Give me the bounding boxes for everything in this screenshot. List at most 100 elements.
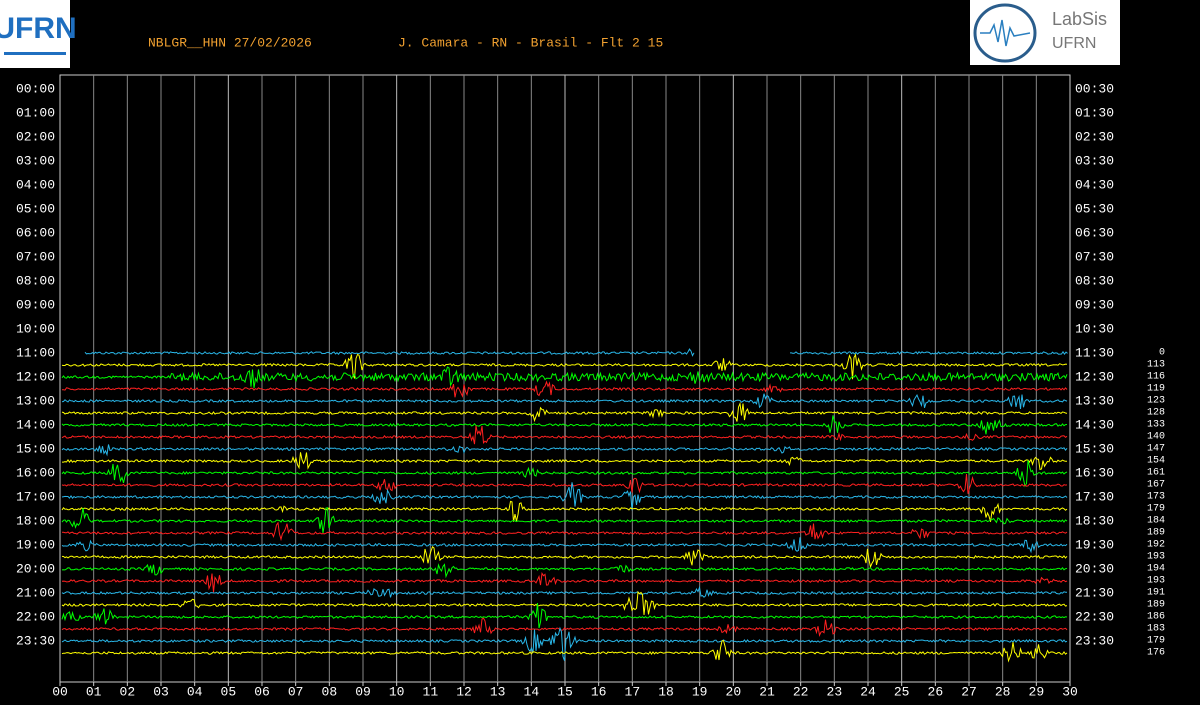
seismic-trace [61,482,1068,511]
logo-ring [973,3,1037,63]
scale-label: 133 [1147,420,1165,431]
logo-wave [980,19,1031,47]
left-time-label: 05:00 [16,201,55,216]
x-tick-label: 03 [153,684,169,699]
left-time-label: 07:00 [16,249,55,264]
logo-text: UFRN [0,12,77,45]
right-time-label: 11:30 [1075,345,1114,360]
right-time-label: 15:30 [1075,441,1114,456]
x-tick-label: 28 [995,684,1011,699]
left-time-label: 04:00 [16,177,55,192]
scale-label: 192 [1147,540,1165,551]
scale-label: 179 [1147,504,1165,515]
x-tick-label: 24 [860,684,876,699]
x-tick-label: 27 [961,684,977,699]
right-time-label: 04:30 [1075,177,1114,192]
scale-label: 154 [1147,456,1165,467]
left-time-label: 09:00 [16,297,55,312]
x-tick-label: 08 [322,684,338,699]
right-time-label: 18:30 [1075,513,1114,528]
x-tick-label: 05 [221,684,237,699]
right-time-label: 05:30 [1075,201,1114,216]
x-tick-label: 17 [625,684,641,699]
seismic-trace [61,500,1068,522]
seismic-trace [61,380,1068,398]
right-time-label: 17:30 [1075,489,1114,504]
left-time-label: 03:00 [16,153,55,168]
scale-label: 184 [1147,516,1165,527]
x-tick-label: 13 [490,684,506,699]
scale-label: 173 [1147,492,1165,503]
scale-label: 128 [1147,408,1165,419]
x-tick-label: 09 [355,684,371,699]
labsis-logo: LabSis UFRN [970,0,1120,65]
seismic-trace [790,350,1068,355]
x-tick-label: 21 [759,684,775,699]
scale-label: 167 [1147,480,1165,491]
seismic-trace [61,585,1067,598]
seismic-trace [62,452,1067,471]
station-title: NBLGR__HHN 27/02/2026 [148,35,312,50]
left-time-label: 11:00 [16,345,55,360]
x-tick-label: 26 [928,684,944,699]
scale-label: 140 [1147,432,1165,443]
x-tick-label: 20 [726,684,742,699]
seismic-trace [61,393,1068,409]
seismic-trace [61,563,1068,579]
x-tick-label: 22 [793,684,809,699]
seismic-trace [61,425,1068,445]
scale-label: 119 [1147,384,1165,395]
seismic-trace [61,474,1068,494]
scale-label: 191 [1147,588,1165,599]
scale-label: 176 [1147,648,1165,659]
seismic-trace [61,537,1068,554]
ufrn-logo: UFRN [0,0,77,68]
right-time-label: 02:30 [1075,129,1114,144]
x-tick-label: 00 [52,684,68,699]
seismic-trace [61,617,1068,638]
right-time-label: 19:30 [1075,537,1114,552]
x-tick-label: 02 [120,684,136,699]
x-tick-label: 15 [557,684,573,699]
seismic-trace [61,415,1068,435]
x-tick-label: 11 [423,684,439,699]
right-time-label: 23:30 [1075,633,1114,648]
scale-label: 179 [1147,636,1165,647]
seismic-trace [61,640,1068,663]
x-tick-label: 10 [389,684,405,699]
scale-label: 193 [1147,552,1165,563]
left-time-label: 21:00 [16,585,55,600]
scale-label: 161 [1147,468,1165,479]
scale-label: 186 [1147,612,1165,623]
seismic-trace [61,401,1068,423]
seismic-trace [61,353,1068,380]
left-time-label: 10:00 [16,321,55,336]
logo-box [0,0,70,68]
scale-label: 116 [1147,372,1165,383]
left-time-label: 00:00 [16,81,55,96]
scale-label: 183 [1147,624,1165,635]
scale-label: 0 [1159,348,1165,359]
scale-label: 123 [1147,396,1165,407]
left-time-label: 02:00 [16,129,55,144]
scale-label: 194 [1147,564,1165,575]
right-time-label: 08:30 [1075,273,1114,288]
left-time-label: 06:00 [16,225,55,240]
left-time-label: 01:00 [16,105,55,120]
seismic-trace [61,571,1068,593]
right-time-label: 20:30 [1075,561,1114,576]
left-time-label: 14:00 [16,417,55,432]
right-time-label: 14:30 [1075,417,1114,432]
scale-label: 113 [1147,360,1165,371]
x-tick-label: 18 [658,684,674,699]
seismic-trace [61,521,1068,542]
x-tick-label: 19 [692,684,708,699]
right-time-label: 13:30 [1075,393,1114,408]
left-time-label: 12:00 [16,369,55,384]
left-time-label: 22:00 [16,609,55,624]
location-title: J. Camara - RN - Brasil - Flt 2 15 [398,35,663,50]
right-time-label: 10:30 [1075,321,1114,336]
logo-bar [4,52,66,55]
x-tick-label: 07 [288,684,304,699]
